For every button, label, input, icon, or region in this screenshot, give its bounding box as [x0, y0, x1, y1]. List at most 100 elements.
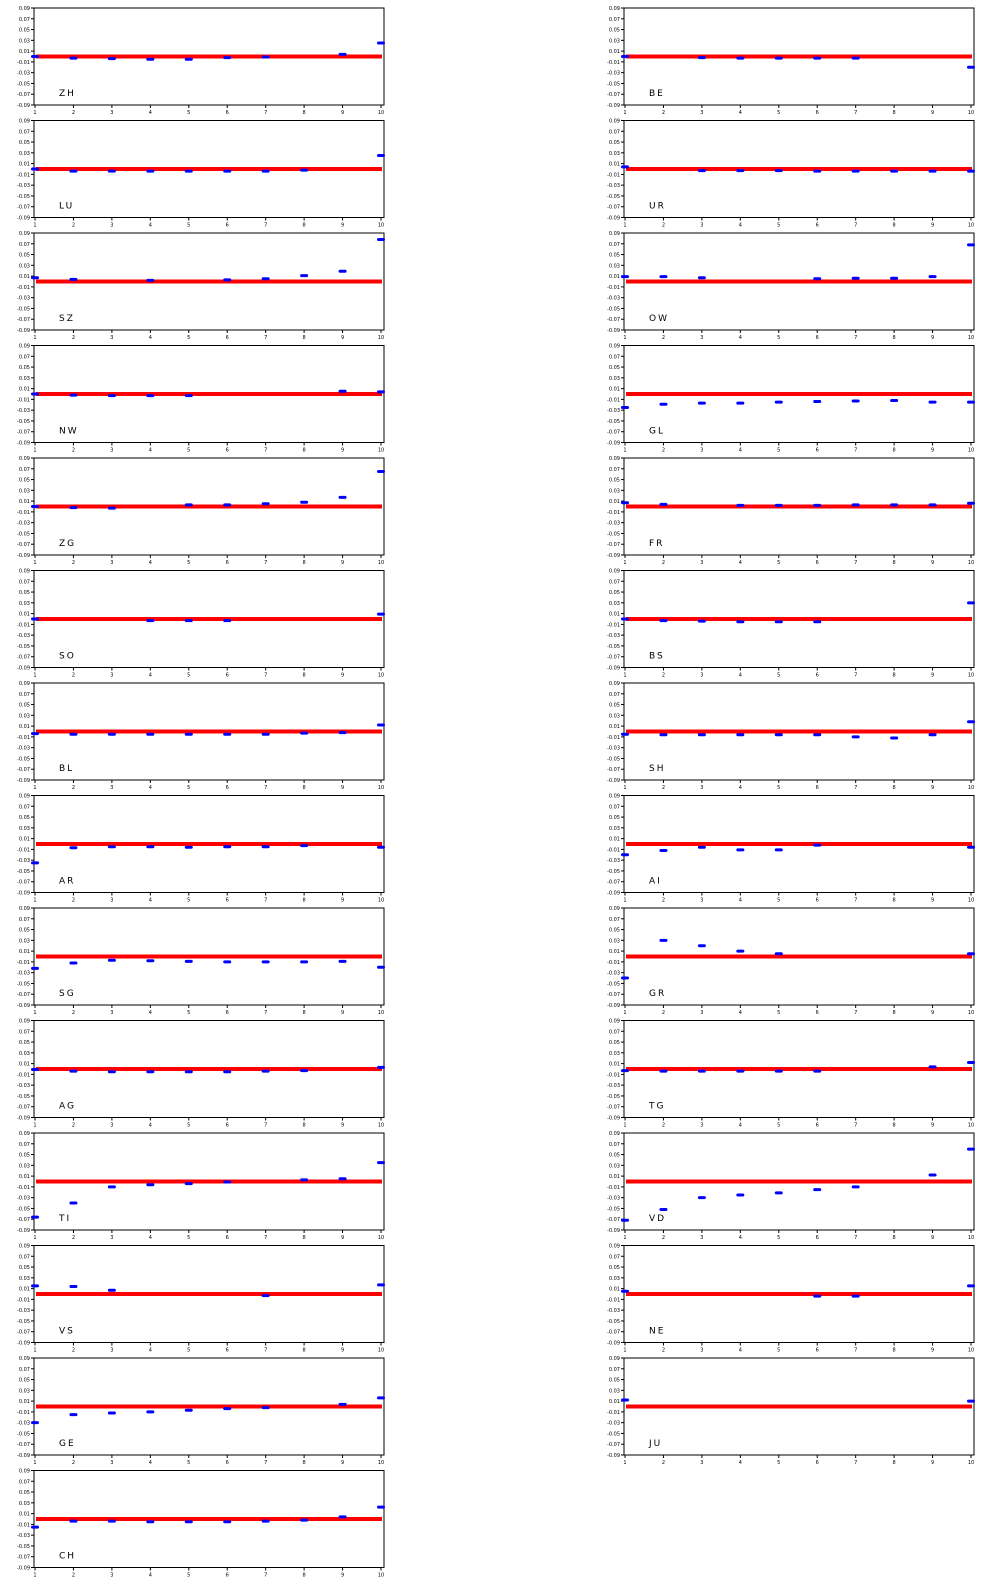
- y-tick-label: -0.05: [607, 1431, 620, 1437]
- x-tick-label: 3: [700, 785, 703, 791]
- panel-label: FR: [649, 539, 664, 549]
- y-tick-label: -0.01: [17, 1185, 30, 1191]
- y-tick-label: 0.09: [19, 6, 30, 12]
- x-tick-label: 2: [72, 223, 75, 229]
- panel-ch: 0.09 0.07 0.05 0.03 0.01 -0.01 -0.03 -0.05 -0.07…: [17, 1469, 385, 1579]
- x-tick-label: 8: [893, 560, 896, 566]
- x-tick-label: 10: [968, 1348, 974, 1354]
- x-tick-label: 3: [110, 1010, 113, 1016]
- data-point: [184, 959, 193, 963]
- x-tick-label: 1: [33, 1460, 36, 1466]
- y-tick-label: -0.07: [607, 1330, 620, 1336]
- y-tick-label: -0.07: [607, 542, 620, 548]
- y-tick-label: -0.05: [607, 81, 620, 87]
- panel-ag: 0.09 0.07 0.05 0.03 0.01 -0.01 -0.03 -0.05 -0.07…: [17, 1019, 385, 1129]
- data-point: [813, 56, 822, 60]
- data-point: [697, 845, 706, 849]
- x-tick-label: 4: [739, 1123, 742, 1129]
- y-tick-label: -0.01: [607, 1410, 620, 1416]
- y-tick-label: -0.03: [17, 71, 30, 77]
- panel-label: CH: [59, 1552, 76, 1562]
- y-tick-label: -0.07: [607, 430, 620, 436]
- data-point: [223, 845, 232, 849]
- y-tick-label: -0.07: [17, 542, 30, 548]
- data-point: [107, 1519, 116, 1523]
- panel-label: GR: [649, 989, 666, 999]
- y-tick-label: 0.05: [609, 590, 620, 596]
- data-point: [261, 960, 270, 964]
- data-point: [774, 733, 783, 737]
- data-point: [851, 169, 860, 173]
- data-point: [31, 1525, 39, 1529]
- x-tick-label: 1: [623, 785, 626, 791]
- data-point: [736, 169, 745, 173]
- data-point: [697, 56, 706, 60]
- panel-label: SG: [59, 989, 76, 999]
- panel-frame: [623, 120, 975, 218]
- y-tick-label: -0.05: [17, 1544, 30, 1550]
- y-tick-label: 0.03: [19, 263, 30, 269]
- data-point: [31, 617, 39, 621]
- y-tick-label: 0.09: [609, 231, 620, 237]
- data-point: [377, 237, 385, 241]
- x-tick-label: 5: [187, 1348, 190, 1354]
- x-tick-label: 5: [777, 335, 780, 341]
- panel-label: TI: [58, 1214, 71, 1224]
- x-tick-label: 10: [378, 110, 384, 116]
- y-tick-label: -0.01: [607, 1072, 620, 1078]
- y-tick-label: -0.03: [17, 1308, 30, 1314]
- y-tick-label: -0.09: [17, 441, 30, 447]
- data-point: [377, 1505, 385, 1509]
- y-tick-label: 0.05: [609, 478, 620, 484]
- y-tick-label: 0.05: [609, 703, 620, 709]
- y-tick-label: 0.09: [609, 344, 620, 350]
- data-point: [31, 1215, 39, 1219]
- data-point: [967, 1284, 975, 1288]
- y-tick-label: 0.07: [609, 579, 620, 585]
- panel-label: BE: [649, 89, 665, 99]
- x-tick-label: 10: [968, 223, 974, 229]
- data-point: [736, 503, 745, 507]
- y-tick-label: -0.05: [17, 1431, 30, 1437]
- y-tick-label: 0.03: [609, 938, 620, 944]
- y-tick-label: -0.09: [607, 1453, 620, 1459]
- panel-frame: [33, 232, 385, 331]
- y-tick-label: -0.05: [17, 194, 30, 200]
- data-point: [697, 619, 706, 623]
- x-tick-label: 7: [854, 1348, 857, 1354]
- x-tick-label: 3: [110, 1573, 113, 1579]
- x-tick-label: 2: [662, 448, 665, 454]
- x-tick-label: 3: [110, 1348, 113, 1354]
- data-point: [621, 165, 629, 169]
- y-tick-label: -0.09: [607, 553, 620, 559]
- data-point: [338, 1177, 347, 1181]
- data-point: [69, 1201, 78, 1205]
- x-tick-label: 4: [739, 1348, 742, 1354]
- y-tick-label: 0.03: [609, 1163, 620, 1169]
- x-tick-label: 10: [378, 898, 384, 904]
- panel-label: VD: [649, 1214, 666, 1224]
- panel-ai: 0.09 0.07 0.05 0.03 0.01 -0.01 -0.03 -0.05 -0.07…: [607, 794, 975, 904]
- data-point: [69, 1413, 78, 1417]
- data-point: [697, 733, 706, 737]
- y-tick-label: -0.07: [607, 92, 620, 98]
- data-point: [928, 1173, 937, 1177]
- y-tick-label: -0.05: [607, 306, 620, 312]
- x-tick-label: 1: [33, 560, 36, 566]
- x-tick-label: 2: [662, 898, 665, 904]
- y-tick-label: 0.03: [609, 826, 620, 832]
- x-tick-label: 7: [264, 448, 267, 454]
- data-point: [377, 612, 385, 616]
- data-point: [967, 400, 975, 404]
- x-tick-label: 1: [623, 110, 626, 116]
- x-tick-label: 2: [662, 785, 665, 791]
- panel-vd: 0.09 0.07 0.05 0.03 0.01 -0.01 -0.03 -0.05 -0.07…: [607, 1131, 975, 1241]
- x-tick-label: 1: [33, 785, 36, 791]
- y-tick-label: 0.03: [609, 713, 620, 719]
- x-tick-label: 4: [149, 1010, 152, 1016]
- x-tick-label: 10: [378, 335, 384, 341]
- x-tick-label: 1: [33, 223, 36, 229]
- panel-label: BS: [649, 652, 665, 662]
- x-tick-label: 3: [700, 110, 703, 116]
- data-point: [774, 952, 783, 956]
